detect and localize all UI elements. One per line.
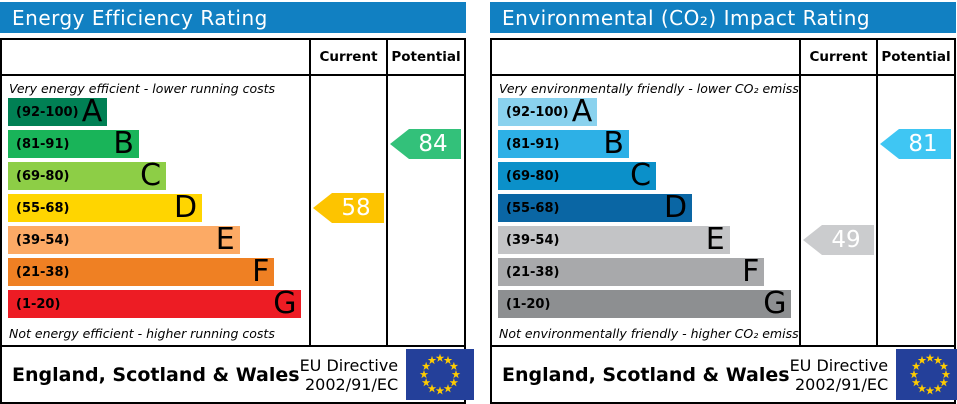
band-b-bar: (81-91) B xyxy=(498,126,629,161)
rating-table: Current Potential Very energy efficient … xyxy=(0,38,475,404)
band-range: (1-20) xyxy=(16,296,61,312)
band-c: (69-80) C xyxy=(2,158,309,194)
band-range: (55-68) xyxy=(506,200,560,216)
band-letter: G xyxy=(763,286,787,321)
band-letter: B xyxy=(113,126,134,161)
band-e-bar: (39-54) E xyxy=(498,222,730,257)
band-range: (81-91) xyxy=(506,136,560,152)
eu-directive-label: EU Directive 2002/91/EC xyxy=(789,355,889,394)
band-f-bar: (21-38) F xyxy=(8,254,275,289)
band-range: (92-100) xyxy=(16,104,79,120)
band-range: (39-54) xyxy=(506,232,560,248)
band-range: (81-91) xyxy=(16,136,70,152)
panel-title: Energy Efficiency Rating xyxy=(12,5,268,30)
current-rating-value: 58 xyxy=(341,195,371,221)
band-c-bar: (69-80) C xyxy=(8,158,167,193)
current-column: 49 xyxy=(799,76,876,345)
band-range: (21-38) xyxy=(506,264,560,280)
top-caption: Very environmentally friendly - lower CO… xyxy=(499,81,799,96)
eu-flag-icon xyxy=(406,349,475,400)
table-corner-cell xyxy=(492,40,799,76)
band-d: (55-68) D xyxy=(2,190,309,226)
panel-title: Environmental (CO₂) Impact Rating xyxy=(502,5,871,30)
band-d-bar: (55-68) D xyxy=(498,190,693,225)
current-rating-arrow: 58 xyxy=(313,193,384,223)
band-b: (81-91) B xyxy=(2,126,309,162)
potential-column: 81 xyxy=(876,76,954,345)
potential-rating-arrow: 81 xyxy=(880,129,951,159)
bottom-caption: Not environmentally friendly - higher CO… xyxy=(499,326,799,341)
footer: England, Scotland & Wales EU Directive 2… xyxy=(492,345,957,402)
current-rating-arrow: 49 xyxy=(803,225,874,255)
top-caption: Very energy efficient - lower running co… xyxy=(9,81,276,96)
band-letter: A xyxy=(81,94,103,129)
panel-title-bar: Energy Efficiency Rating xyxy=(0,2,466,33)
band-letter: C xyxy=(630,158,652,193)
current-column-header: Current xyxy=(309,40,386,76)
potential-rating-arrow: 84 xyxy=(390,129,461,159)
band-range: (55-68) xyxy=(16,200,70,216)
band-a: (92-100) A xyxy=(492,94,799,130)
eu-flag-icon xyxy=(896,349,957,400)
band-letter: E xyxy=(215,222,235,257)
band-letter: A xyxy=(571,94,593,129)
band-letter: B xyxy=(603,126,624,161)
band-range: (92-100) xyxy=(506,104,569,120)
current-column-header: Current xyxy=(799,40,876,76)
current-rating-value: 49 xyxy=(831,227,861,253)
band-g: (1-20) G xyxy=(492,286,799,322)
band-letter: D xyxy=(664,190,688,225)
current-column: 58 xyxy=(309,76,386,345)
band-f: (21-38) F xyxy=(2,254,309,290)
band-range: (39-54) xyxy=(16,232,70,248)
band-e-bar: (39-54) E xyxy=(8,222,240,257)
footer: England, Scotland & Wales EU Directive 2… xyxy=(2,345,475,402)
band-g: (1-20) G xyxy=(2,286,309,322)
band-b-bar: (81-91) B xyxy=(8,126,139,161)
band-a: (92-100) A xyxy=(2,94,309,130)
band-range: (21-38) xyxy=(16,264,70,280)
band-letter: G xyxy=(273,286,297,321)
band-e: (39-54) E xyxy=(2,222,309,258)
panel-title-bar: Environmental (CO₂) Impact Rating xyxy=(490,2,956,33)
potential-column: 84 xyxy=(386,76,464,345)
eu-directive-label: EU Directive 2002/91/EC xyxy=(299,355,399,394)
band-letter: F xyxy=(742,254,760,289)
potential-rating-value: 81 xyxy=(908,131,938,157)
band-d: (55-68) D xyxy=(492,190,799,226)
rating-table: Current Potential Very environmentally f… xyxy=(490,38,957,404)
band-range: (1-20) xyxy=(506,296,551,312)
band-letter: E xyxy=(705,222,725,257)
band-range: (69-80) xyxy=(16,168,70,184)
band-c: (69-80) C xyxy=(492,158,799,194)
region-label: England, Scotland & Wales xyxy=(502,363,790,386)
band-c-bar: (69-80) C xyxy=(498,158,657,193)
band-d-bar: (55-68) D xyxy=(8,190,203,225)
band-chart: Very environmentally friendly - lower CO… xyxy=(492,76,799,345)
band-range: (69-80) xyxy=(506,168,560,184)
bottom-caption: Not energy efficient - higher running co… xyxy=(9,326,275,341)
band-g-bar: (1-20) G xyxy=(498,286,792,321)
band-letter: D xyxy=(174,190,198,225)
table-corner-cell xyxy=(2,40,309,76)
potential-rating-value: 84 xyxy=(418,131,448,157)
band-b: (81-91) B xyxy=(492,126,799,162)
band-e: (39-54) E xyxy=(492,222,799,258)
potential-column-header: Potential xyxy=(386,40,464,76)
band-chart: Very energy efficient - lower running co… xyxy=(2,76,309,345)
band-letter: C xyxy=(140,158,162,193)
region-label: England, Scotland & Wales xyxy=(12,363,300,386)
band-g-bar: (1-20) G xyxy=(8,286,302,321)
potential-column-header: Potential xyxy=(876,40,954,76)
band-f: (21-38) F xyxy=(492,254,799,290)
co2-impact-panel: Environmental (CO₂) Impact Rating Curren… xyxy=(490,2,957,404)
band-letter: F xyxy=(252,254,270,289)
band-a-bar: (92-100) A xyxy=(498,94,598,129)
band-f-bar: (21-38) F xyxy=(498,254,765,289)
energy-efficiency-panel: Energy Efficiency Rating Current Potenti… xyxy=(0,2,475,404)
band-a-bar: (92-100) A xyxy=(8,94,108,129)
